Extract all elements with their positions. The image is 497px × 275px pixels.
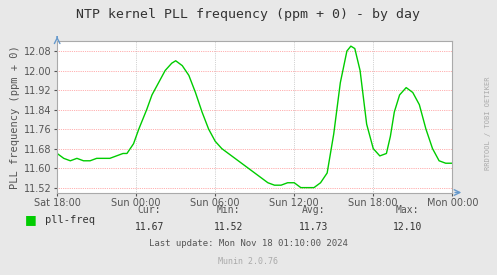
Text: 11.73: 11.73: [298, 222, 328, 232]
Text: 12.10: 12.10: [393, 222, 422, 232]
Text: NTP kernel PLL frequency (ppm + 0) - by day: NTP kernel PLL frequency (ppm + 0) - by …: [77, 8, 420, 21]
Text: RRDTOOL / TOBI OETIKER: RRDTOOL / TOBI OETIKER: [485, 77, 491, 170]
Text: Max:: Max:: [396, 205, 419, 215]
Text: Min:: Min:: [217, 205, 241, 215]
Text: ■: ■: [25, 213, 37, 227]
Text: 11.67: 11.67: [134, 222, 164, 232]
Text: Last update: Mon Nov 18 01:10:00 2024: Last update: Mon Nov 18 01:10:00 2024: [149, 239, 348, 248]
Y-axis label: PLL frequency (ppm + 0): PLL frequency (ppm + 0): [9, 45, 20, 189]
Text: Munin 2.0.76: Munin 2.0.76: [219, 257, 278, 266]
Text: 11.52: 11.52: [214, 222, 244, 232]
Text: pll-freq: pll-freq: [45, 215, 95, 225]
Text: Avg:: Avg:: [301, 205, 325, 215]
Text: Cur:: Cur:: [137, 205, 161, 215]
